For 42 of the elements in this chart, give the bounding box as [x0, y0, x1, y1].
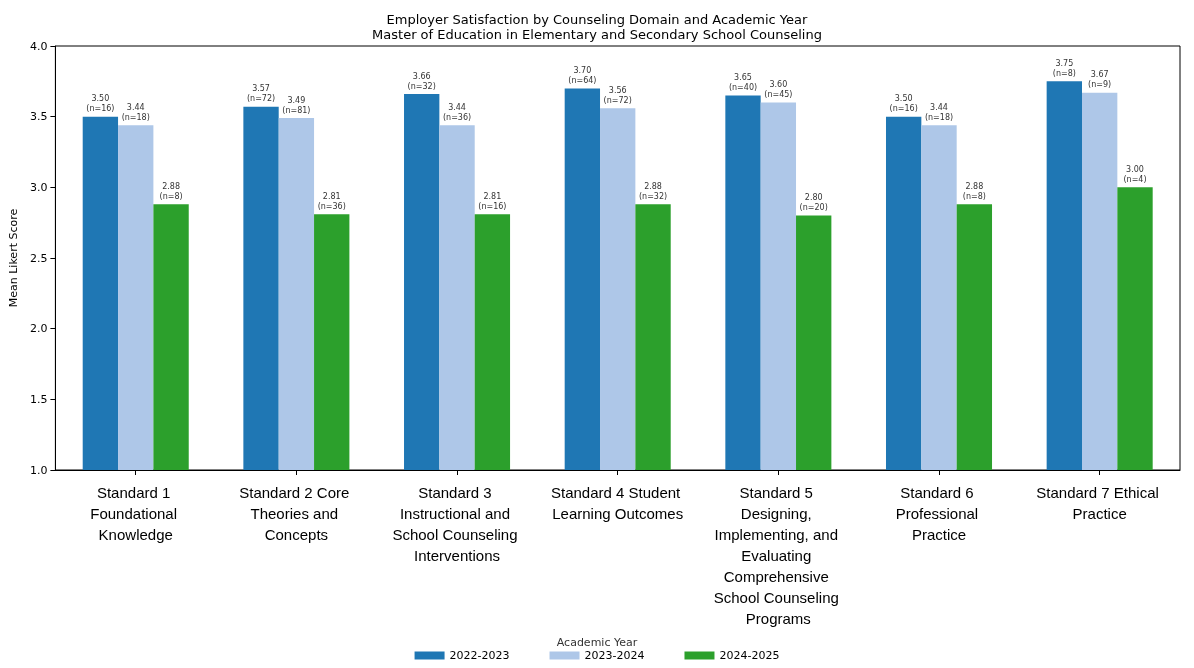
chart-subtitle: Master of Education in Elementary and Secondary School Counseling [372, 27, 822, 42]
data-label: 2.88 (n=32) [638, 181, 668, 201]
y-tick-label: 2.5 [29, 251, 48, 265]
legend-label: 2023-2024 [584, 649, 645, 662]
legend-label: 2024-2025 [719, 649, 780, 662]
y-axis-title: Mean Likert Score [7, 208, 20, 308]
data-label: 3.44 (n=36) [442, 102, 472, 122]
data-label: 3.75 (n=8) [1052, 58, 1076, 78]
data-label: 3.67 (n=9) [1088, 70, 1112, 90]
data-label: 3.56 (n=72) [603, 85, 632, 105]
data-label: 3.44 (n=18) [121, 102, 150, 122]
data-label: 2.81 (n=36) [317, 191, 346, 211]
x-tick-label: Standard 5 Designing, Implementing, and Evaluating Comprehensive School Counseling Programs [713, 484, 843, 627]
data-label: 3.44 (n=18) [924, 102, 954, 122]
data-label: 3.70 (n=64) [568, 65, 597, 85]
y-tick-label: 1.5 [29, 392, 48, 406]
data-label: 3.57 (n=72) [246, 84, 276, 104]
x-tick-label: Standard 2 Core Theories and Concepts [239, 484, 354, 543]
data-label: 3.49 (n=81) [282, 95, 311, 115]
x-tick-label: Standard 6 Professional Practice [895, 484, 983, 543]
data-label: 2.88 (n=8) [962, 181, 986, 201]
y-tick-label: 3.5 [29, 110, 48, 124]
data-label: 2.81 (n=16) [478, 191, 507, 211]
y-tick-label: 1.0 [29, 463, 48, 477]
y-tick-label: 4.0 [29, 39, 48, 53]
y-tick-label: 3.0 [29, 180, 48, 194]
x-tick-label: Standard 3 Instructional and School Counseling Interventions [392, 484, 522, 564]
x-tick-label: Standard 7 Ethical Practice [1036, 484, 1164, 522]
data-label: 3.65 (n=40) [728, 72, 758, 92]
legend-label: 2022-2023 [449, 649, 510, 662]
data-label: 3.66 (n=32) [407, 71, 436, 91]
y-tick-label: 2.0 [29, 322, 48, 336]
chart-title: Employer Satisfaction by Counseling Domain and Academic Year [386, 12, 809, 27]
data-label: 3.50 (n=16) [86, 94, 115, 114]
data-label: 2.88 (n=8) [159, 181, 183, 201]
data-label: 3.50 (n=16) [889, 94, 918, 114]
data-label: 3.60 (n=45) [764, 80, 793, 100]
legend-title: Academic Year [556, 636, 638, 649]
data-label: 3.00 (n=4) [1123, 164, 1147, 184]
x-tick-label: Standard 4 Student Learning Outcomes [550, 484, 685, 522]
data-label: 2.80 (n=20) [799, 193, 828, 213]
x-tick-label: Standard 1 Foundational Knowledge [90, 484, 182, 543]
